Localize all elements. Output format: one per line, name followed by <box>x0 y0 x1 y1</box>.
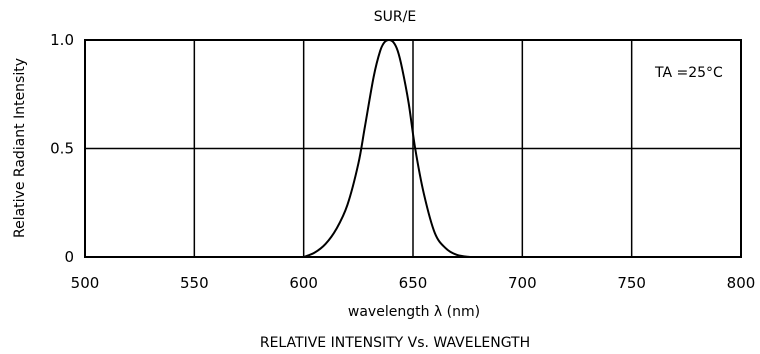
x-tick-label-0: 500 <box>71 274 100 292</box>
x-axis-ticks: 500 550 600 650 700 750 800 <box>71 274 756 292</box>
x-axis-label: wavelength λ (nm) <box>348 304 480 320</box>
x-tick-label-3: 650 <box>399 274 428 292</box>
plot-frame <box>84 39 742 258</box>
x-tick-label-4: 700 <box>508 274 537 292</box>
y-axis-label: Relative Radiant Intensity <box>12 58 28 238</box>
chart-title: SUR/E <box>374 9 416 25</box>
x-tick-label-1: 550 <box>180 274 209 292</box>
y-tick-label-0: 0 <box>64 248 74 266</box>
y-tick-label-2: 1.0 <box>50 31 74 49</box>
x-tick-label-6: 800 <box>727 274 756 292</box>
chart-caption: RELATIVE INTENSITY Vs. WAVELENGTH <box>260 335 530 351</box>
y-tick-label-1: 0.5 <box>50 140 74 158</box>
temperature-annotation: TA =25°C <box>654 65 723 81</box>
y-axis-ticks: 0 0.5 1.0 <box>50 31 74 266</box>
x-tick-label-2: 600 <box>289 274 318 292</box>
grid <box>85 40 741 257</box>
x-tick-label-5: 750 <box>617 274 646 292</box>
